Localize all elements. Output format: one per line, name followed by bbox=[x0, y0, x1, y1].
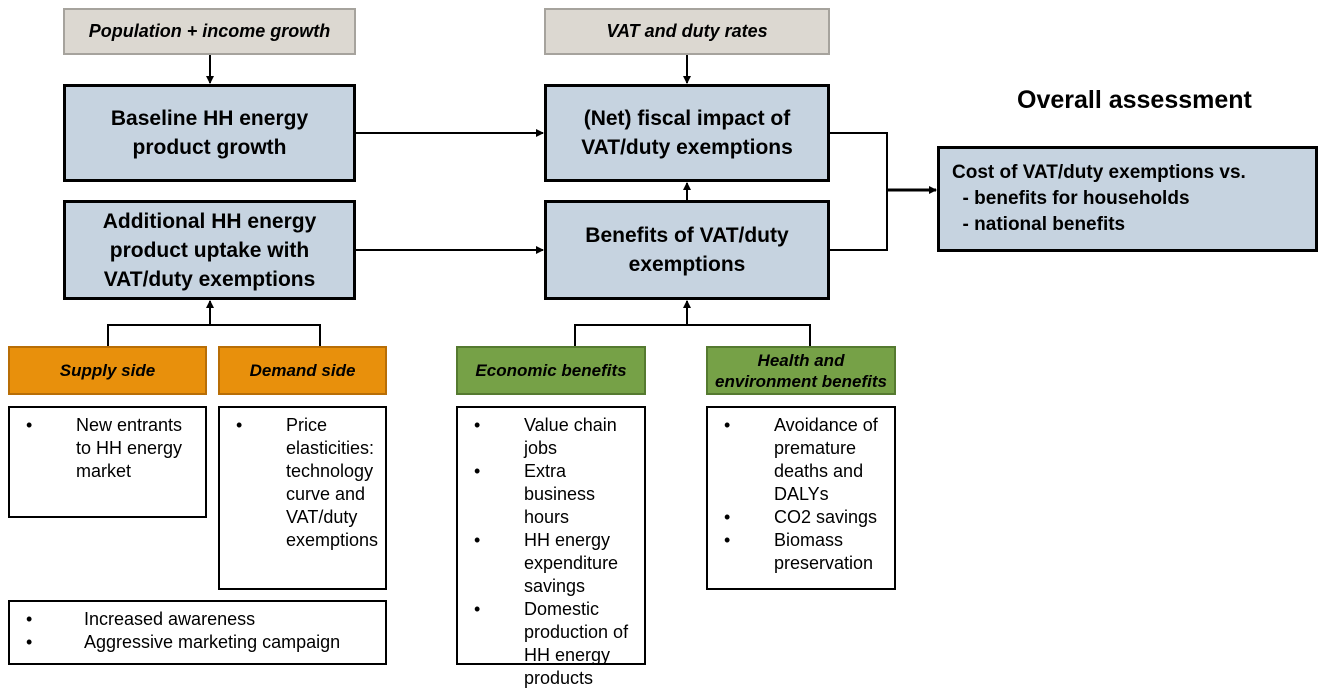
list-item: • Aggressive marketing campaign bbox=[10, 631, 379, 654]
benefits-box: Benefits of VAT/duty exemptions bbox=[544, 200, 830, 300]
text-line: - national benefits bbox=[952, 214, 1126, 235]
bracket bbox=[107, 324, 321, 346]
text-line: Additional HH energy bbox=[102, 209, 317, 233]
bullet: • bbox=[474, 530, 481, 550]
list-item: • CO2 savings bbox=[708, 506, 888, 529]
label: VAT and duty rates bbox=[606, 21, 768, 41]
list-item: • Avoidance of premature deaths and DALYs bbox=[708, 414, 888, 506]
list-item: • Value chain jobs bbox=[458, 414, 638, 460]
item-text: Increased awareness bbox=[84, 609, 256, 629]
text-line: VAT/duty exemptions bbox=[103, 267, 316, 291]
item-text: Aggressive marketing campaign bbox=[84, 632, 341, 652]
label: Economic benefits bbox=[475, 361, 627, 380]
list-item: • Price elasticities: technology curve an… bbox=[220, 414, 379, 552]
text-line: (Net) fiscal impact of bbox=[583, 107, 791, 130]
bullet-list: • Price elasticities: technology curve an… bbox=[218, 406, 387, 590]
list-item: • Biomass preservation bbox=[708, 529, 888, 575]
item-text: Extra business hours bbox=[524, 461, 596, 527]
label: Population + income growth bbox=[88, 21, 331, 41]
page: {"inputs": {"population": "Population + … bbox=[8, 8, 1318, 688]
fiscal-box: (Net) fiscal impact of VAT/duty exemption… bbox=[544, 84, 830, 182]
list-item: • Domestic production of HH energy produc… bbox=[458, 598, 638, 690]
bullet: • bbox=[474, 599, 481, 619]
label: Demand side bbox=[249, 360, 356, 380]
text-line: product uptake with bbox=[109, 238, 310, 262]
item-text: Domestic production of HH energy product… bbox=[524, 599, 629, 688]
baseline-box: Baseline HH energy product growth bbox=[63, 84, 356, 182]
bullet-list: • New entrants to HH energy market bbox=[8, 406, 207, 518]
text-line: exemptions bbox=[628, 253, 746, 276]
category-box: Health and environment benefits bbox=[706, 346, 896, 395]
text-line: Health and bbox=[757, 350, 845, 370]
bullet: • bbox=[724, 415, 731, 435]
category-box: Demand side bbox=[218, 346, 387, 395]
bullet: • bbox=[26, 609, 33, 629]
input-box: VAT and duty rates bbox=[544, 8, 830, 55]
bracket bbox=[574, 324, 811, 346]
bullet: • bbox=[474, 415, 481, 435]
input-box: Population + income growth bbox=[63, 8, 356, 55]
bullet: • bbox=[26, 632, 33, 652]
item-text: Value chain jobs bbox=[524, 415, 617, 458]
category-box: Supply side bbox=[8, 346, 207, 395]
connectors bbox=[107, 55, 937, 346]
bracket bbox=[830, 132, 888, 251]
item-text: Avoidance of premature deaths and DALYs bbox=[774, 415, 878, 504]
list-item: • Increased awareness bbox=[10, 608, 379, 631]
item-text: Price elasticities: technology curve and… bbox=[286, 415, 379, 550]
bullet: • bbox=[236, 415, 243, 435]
text-line: - benefits for households bbox=[952, 188, 1190, 209]
bullet: • bbox=[474, 461, 481, 481]
item-text: New entrants to HH energy market bbox=[76, 415, 183, 481]
text-line: product growth bbox=[132, 136, 287, 159]
bullet-list: • Avoidance of premature deaths and DALYs… bbox=[706, 406, 896, 590]
text-line: Benefits of VAT/duty bbox=[585, 224, 789, 247]
label: Supply side bbox=[59, 360, 156, 380]
bullet-list: • Value chain jobs • Extra business hours • H… bbox=[456, 406, 646, 688]
list-item: • New entrants to HH energy market bbox=[10, 414, 199, 483]
item-text: HH energy expenditure savings bbox=[524, 530, 619, 596]
list-item: • Extra business hours bbox=[458, 460, 638, 529]
category-box: Economic benefits bbox=[456, 346, 646, 395]
cost-box: Cost of VAT/duty exemptions vs. - benefi… bbox=[937, 146, 1318, 252]
text-line: VAT/duty exemptions bbox=[581, 136, 793, 159]
text-line: environment benefits bbox=[715, 371, 887, 391]
list-item: • HH energy expenditure savings bbox=[458, 529, 638, 598]
bullet-list: • Increased awareness • Aggressive marketin… bbox=[8, 600, 387, 665]
bullet: • bbox=[26, 415, 33, 435]
heading: Overall assessment bbox=[1017, 86, 1252, 114]
additional-box: Additional HH energy product uptake with V… bbox=[63, 200, 356, 300]
text-line: Cost of VAT/duty exemptions vs. bbox=[952, 162, 1246, 183]
text-line: Baseline HH energy bbox=[110, 107, 309, 130]
item-text: CO2 savings bbox=[774, 507, 878, 527]
bullet: • bbox=[724, 530, 731, 550]
item-text: Biomass preservation bbox=[774, 530, 874, 573]
bullet: • bbox=[724, 507, 731, 527]
